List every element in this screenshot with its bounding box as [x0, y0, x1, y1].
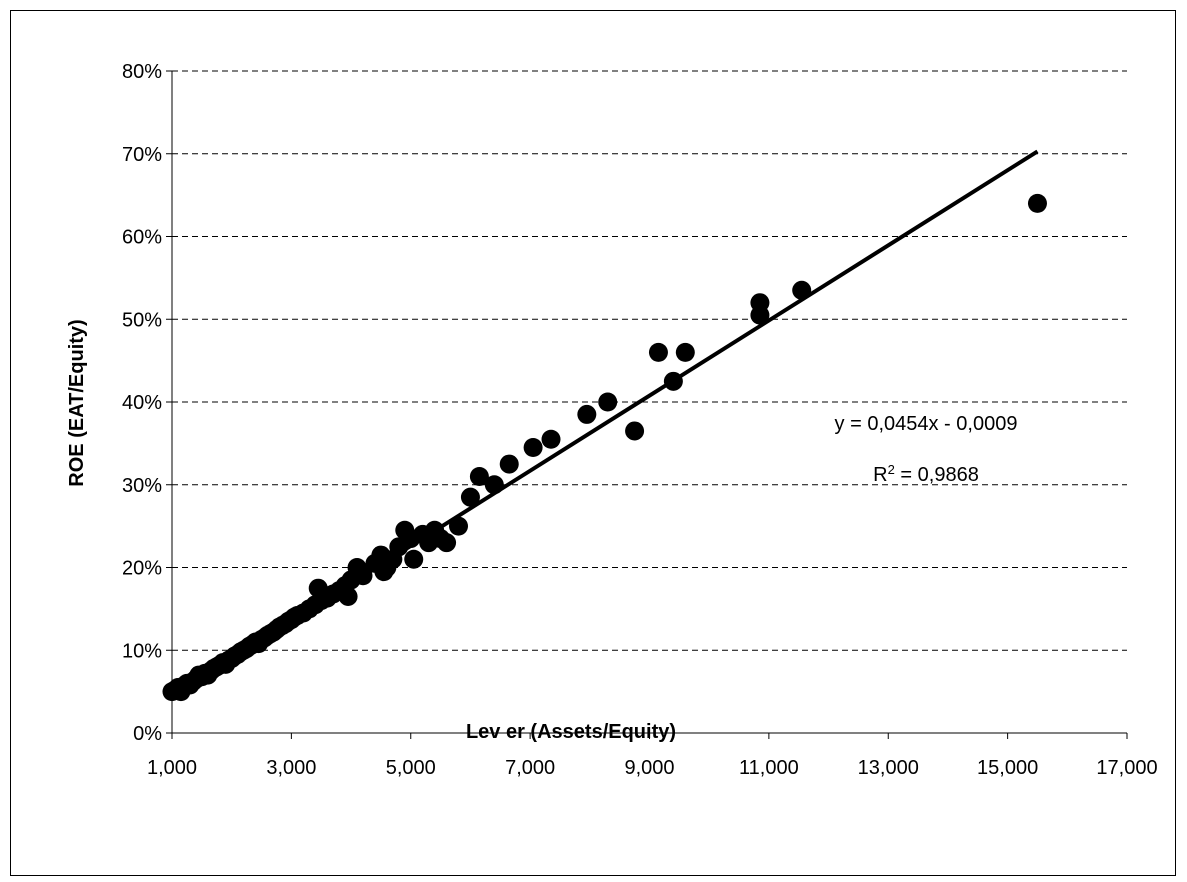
data-point — [577, 404, 597, 424]
y-tick-label: 30% — [122, 475, 162, 497]
data-point — [460, 487, 480, 507]
trendline-r-squared: R2 = 0,9868 — [873, 462, 979, 487]
r-squared-value: = 0,9868 — [895, 464, 979, 486]
y-axis-title: ROE (EAT/Equity) — [66, 319, 88, 486]
data-point — [750, 293, 770, 313]
data-point — [437, 533, 457, 553]
data-point — [353, 566, 373, 586]
y-tick-labels: 0% 10% 20% 30% 40% 50% 60% 70% 80% — [122, 61, 162, 745]
chart-frame: 0% 10% 20% 30% 40% 50% 60% 70% 80% 1,000 3,000 5,0… — [10, 10, 1176, 876]
data-points — [162, 193, 1047, 702]
y-tick-label: 80% — [122, 61, 162, 83]
y-tick-label: 60% — [122, 227, 162, 249]
data-point — [625, 421, 645, 441]
gridlines — [166, 70, 1127, 734]
data-point — [449, 516, 468, 536]
data-point — [541, 429, 561, 449]
x-tick-label: 11,000 — [739, 757, 799, 779]
data-point — [338, 586, 358, 606]
x-tick-label: 7,000 — [505, 757, 555, 779]
data-point — [792, 280, 812, 300]
data-point — [484, 475, 504, 495]
data-point — [598, 392, 618, 412]
data-point — [1027, 193, 1047, 213]
x-tick-label: 1,000 — [147, 757, 197, 779]
y-tick-label: 50% — [122, 309, 162, 331]
x-tick-label: 13,000 — [858, 757, 919, 779]
y-tick-label: 10% — [122, 640, 162, 662]
scatter-chart: 0% 10% 20% 30% 40% 50% 60% 70% 80% 1,000 3,000 5,0… — [66, 61, 1158, 779]
y-tick-label: 40% — [122, 392, 162, 414]
x-tick-label: 5,000 — [386, 757, 436, 779]
data-point — [663, 371, 683, 391]
x-tick-label: 3,000 — [266, 757, 316, 779]
x-tick-label: 17,000 — [1096, 757, 1157, 779]
trendline-equation: y = 0,0454x - 0,0009 — [835, 413, 1018, 435]
data-point — [648, 342, 668, 362]
data-point — [523, 438, 543, 458]
y-tick-label: 0% — [133, 723, 162, 745]
r-squared-superscript: 2 — [888, 462, 895, 477]
axes — [171, 71, 1128, 739]
x-tick-label: 15,000 — [977, 757, 1038, 779]
x-axis-title: Lev er (Assets/Equity) — [466, 721, 676, 743]
data-point — [469, 466, 489, 486]
y-tick-label: 70% — [122, 144, 162, 166]
data-point — [499, 454, 519, 474]
x-tick-label: 9,000 — [624, 757, 674, 779]
data-point — [675, 342, 695, 362]
data-point — [404, 549, 424, 569]
y-tick-label: 20% — [122, 558, 162, 580]
x-tick-labels: 1,000 3,000 5,000 7,000 9,000 11,000 13,000 15,… — [147, 757, 1158, 779]
r-squared-prefix: R — [873, 464, 887, 486]
